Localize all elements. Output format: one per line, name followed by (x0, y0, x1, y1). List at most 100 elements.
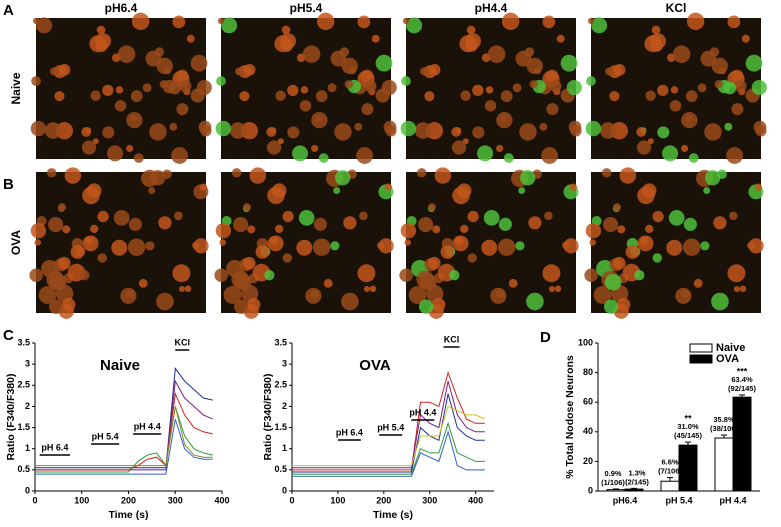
y-tick-label: 3 (282, 359, 287, 369)
cell (357, 264, 376, 283)
cell (142, 83, 152, 93)
cell (49, 67, 59, 76)
cell (58, 63, 71, 76)
cell (456, 183, 472, 198)
y-tick-label: 60 (583, 397, 593, 407)
cell (501, 12, 520, 31)
cell (467, 210, 479, 223)
cell (199, 183, 208, 191)
y-tick-label: 1 (25, 443, 30, 453)
cell (292, 145, 309, 162)
cell (612, 256, 626, 270)
cell (402, 17, 410, 25)
cell (729, 211, 738, 221)
stimulus-label: KCl (444, 334, 460, 344)
cell (111, 239, 128, 256)
x-tick-label: 200 (121, 495, 136, 505)
cell (171, 147, 189, 164)
cell (158, 216, 172, 230)
cell (481, 239, 498, 256)
cell (519, 123, 537, 141)
cell (234, 67, 244, 76)
cell (327, 83, 337, 93)
cell (645, 224, 654, 234)
cell (31, 76, 41, 86)
stimulus-label: pH 5.4 (92, 431, 119, 441)
cell (184, 285, 192, 293)
cell (148, 187, 156, 195)
cell (609, 91, 620, 102)
cell (748, 238, 764, 254)
cell (641, 183, 657, 198)
cell (58, 203, 66, 212)
cell (282, 210, 294, 223)
cell (264, 270, 275, 281)
cell (64, 167, 82, 184)
cell (704, 123, 722, 141)
cell (70, 245, 85, 259)
cell (613, 203, 621, 212)
cell (640, 236, 649, 245)
cell (416, 168, 427, 178)
cell (704, 170, 721, 186)
legend-swatch (689, 354, 713, 364)
cell (334, 123, 352, 141)
cell (384, 183, 393, 191)
y-tick-label: 0.5 (17, 464, 30, 474)
cell (339, 47, 350, 57)
x-tick-label: 100 (330, 495, 345, 505)
cell (48, 217, 64, 233)
cell (566, 79, 582, 96)
cell (515, 241, 525, 251)
cell (81, 140, 97, 155)
cell (644, 35, 662, 53)
y-tick-label: 0 (25, 485, 30, 495)
cell (544, 211, 553, 221)
cell (533, 67, 542, 75)
cell (255, 245, 270, 259)
y-tick-label: 2.5 (274, 380, 287, 390)
cell (361, 103, 374, 116)
cell (275, 90, 286, 101)
cell (400, 223, 417, 239)
cell (542, 264, 561, 283)
cell (216, 76, 226, 86)
cell (357, 15, 371, 29)
cell (496, 111, 513, 129)
cell (310, 289, 320, 299)
cell (508, 278, 518, 288)
x-axis-label: Time (s) (373, 509, 413, 521)
cell (593, 286, 612, 304)
cell (54, 91, 65, 102)
bar (606, 489, 626, 492)
x-tick-label: pH6.4 (613, 495, 638, 505)
y-tick-label: 80 (583, 367, 593, 377)
cell (215, 223, 232, 239)
cell (154, 47, 165, 57)
x-axis-label: Time (s) (108, 509, 148, 521)
value-label: 63.4% (731, 375, 753, 384)
cell (287, 84, 299, 97)
y-tick-label: 3.5 (17, 337, 30, 347)
cell (745, 54, 763, 72)
cell (681, 144, 689, 153)
cell (107, 145, 124, 162)
cell (427, 256, 441, 270)
cell (299, 100, 312, 112)
cell (697, 83, 707, 93)
cell (563, 238, 579, 254)
cell (298, 210, 315, 226)
cell (428, 203, 436, 212)
value-label: 35.8% (713, 415, 735, 424)
cell (539, 122, 548, 131)
trace (35, 406, 213, 473)
panel-letter: B (3, 176, 14, 193)
cell (46, 168, 57, 178)
value-label: 31.0% (677, 422, 699, 431)
column-label: KCl (666, 1, 687, 15)
cell (130, 90, 143, 103)
cell (652, 253, 662, 263)
cell (503, 153, 514, 163)
x-tick-label: 100 (74, 495, 89, 505)
cell (266, 140, 282, 155)
